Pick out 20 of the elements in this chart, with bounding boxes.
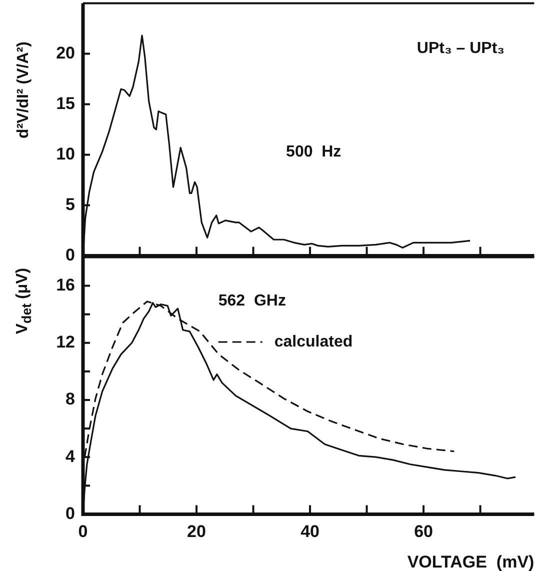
x-tick-label: 20 (187, 522, 206, 541)
x-tick-label: 40 (300, 522, 320, 541)
y-tick-label: 12 (56, 332, 75, 352)
x-tick-label: 60 (414, 522, 433, 541)
legend-label: calculated (274, 333, 353, 350)
annotation: 500 Hz (286, 143, 342, 160)
y-tick-label: 0 (66, 245, 75, 264)
x-tick-label: 0 (78, 522, 88, 541)
y-tick-label: 10 (56, 144, 75, 164)
annotation: 562 GHz (218, 292, 286, 310)
y-tick-label: 15 (56, 94, 75, 113)
annotation: UPt₃ – UPt₃ (416, 40, 505, 57)
y-tick-label: 0 (66, 504, 75, 523)
x-axis-title: VOLTAGE (mV) (407, 552, 534, 571)
y-tick-label: 4 (66, 446, 76, 466)
y-axis-title: d²V/dI² (V/A²) (15, 41, 33, 138)
y-tick-label: 5 (66, 194, 75, 214)
y-tick-label: 20 (56, 43, 75, 62)
y-tick-label: 16 (56, 275, 75, 294)
y-tick-label: 8 (66, 389, 75, 408)
